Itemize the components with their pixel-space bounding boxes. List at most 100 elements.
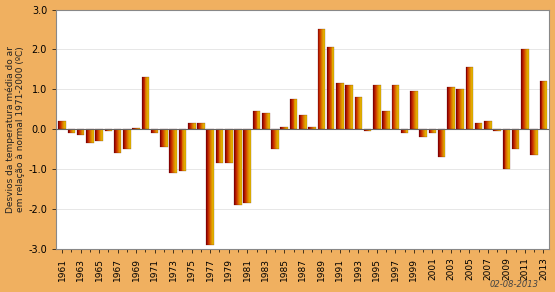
Bar <box>410 91 411 129</box>
Bar <box>123 129 131 149</box>
Bar <box>322 29 323 129</box>
Bar <box>218 129 219 163</box>
Bar <box>450 87 451 129</box>
Bar <box>428 129 436 133</box>
Bar <box>272 129 273 149</box>
Bar <box>175 129 176 173</box>
Bar <box>120 129 122 153</box>
Bar <box>458 89 459 129</box>
Bar <box>204 123 205 129</box>
Bar <box>286 127 287 129</box>
Bar <box>296 99 297 129</box>
Bar <box>493 129 501 131</box>
Bar <box>484 121 485 129</box>
Bar <box>248 129 249 203</box>
Bar <box>461 89 462 129</box>
Bar <box>531 129 532 155</box>
Bar <box>332 47 334 129</box>
Bar <box>542 81 543 129</box>
Bar <box>206 129 208 245</box>
Bar <box>447 87 448 129</box>
Bar <box>160 129 168 147</box>
Bar <box>151 129 159 133</box>
Bar <box>375 85 376 129</box>
Bar <box>273 129 274 149</box>
Bar <box>491 121 492 129</box>
Bar <box>264 113 265 129</box>
Bar <box>194 123 195 129</box>
Bar <box>526 49 527 129</box>
Bar <box>189 123 190 129</box>
Bar <box>155 129 157 133</box>
Bar <box>506 129 507 169</box>
Bar <box>457 89 458 129</box>
Bar <box>282 127 284 129</box>
Bar <box>309 127 310 129</box>
Bar <box>305 115 306 129</box>
Bar <box>208 129 209 245</box>
Bar <box>62 121 63 129</box>
Bar <box>452 87 453 129</box>
Bar <box>345 85 353 129</box>
Bar <box>364 129 371 131</box>
Bar <box>68 129 75 133</box>
Bar <box>539 81 547 129</box>
Bar <box>426 129 427 137</box>
Bar <box>281 127 282 129</box>
Bar <box>460 89 461 129</box>
Y-axis label: Desvios da temperatura média do ar
em relação à normal 1971-2000 (ºC): Desvios da temperatura média do ar em re… <box>6 46 26 213</box>
Bar <box>339 83 340 129</box>
Bar <box>271 129 272 149</box>
Bar <box>434 129 435 133</box>
Bar <box>130 129 131 149</box>
Bar <box>99 129 100 141</box>
Bar <box>160 129 161 147</box>
Text: 02-08-2013: 02-08-2013 <box>490 280 538 289</box>
Bar <box>190 123 191 129</box>
Bar <box>179 129 186 171</box>
Bar <box>158 129 159 133</box>
Bar <box>93 129 94 143</box>
Bar <box>114 129 122 153</box>
Bar <box>470 67 471 129</box>
Bar <box>329 47 330 129</box>
Bar <box>430 129 431 133</box>
Bar <box>188 123 189 129</box>
Bar <box>61 121 62 129</box>
Bar <box>312 127 313 129</box>
Bar <box>97 129 98 141</box>
Bar <box>265 113 266 129</box>
Bar <box>254 111 255 129</box>
Bar <box>546 81 547 129</box>
Bar <box>277 129 278 149</box>
Bar <box>484 121 492 129</box>
Bar <box>517 129 518 149</box>
Bar <box>169 129 177 173</box>
Bar <box>129 129 130 149</box>
Bar <box>245 129 246 203</box>
Bar <box>509 129 510 169</box>
Bar <box>133 128 140 129</box>
Bar <box>539 81 541 129</box>
Bar <box>255 111 256 129</box>
Bar <box>438 129 446 157</box>
Bar <box>80 129 82 135</box>
Bar <box>161 129 162 147</box>
Bar <box>413 91 414 129</box>
Bar <box>388 111 389 129</box>
Bar <box>115 129 116 153</box>
Bar <box>114 129 115 153</box>
Bar <box>456 89 464 129</box>
Bar <box>308 127 316 129</box>
Bar <box>364 129 365 131</box>
Bar <box>83 129 84 135</box>
Bar <box>377 85 378 129</box>
Bar <box>98 129 99 141</box>
Bar <box>531 129 538 155</box>
Bar <box>200 123 201 129</box>
Bar <box>533 129 534 155</box>
Bar <box>428 129 430 133</box>
Bar <box>79 129 80 135</box>
Bar <box>259 111 260 129</box>
Bar <box>443 129 445 157</box>
